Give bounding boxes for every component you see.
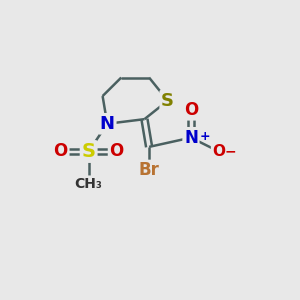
Text: S: S xyxy=(161,92,174,110)
Text: O: O xyxy=(184,101,198,119)
Text: CH₃: CH₃ xyxy=(75,177,103,191)
Text: N: N xyxy=(100,115,115,133)
Text: O: O xyxy=(110,142,124,160)
Text: S: S xyxy=(82,142,96,161)
Text: Br: Br xyxy=(139,161,160,179)
Text: −: − xyxy=(225,145,236,158)
Text: +: + xyxy=(200,130,211,143)
Text: O: O xyxy=(54,142,68,160)
Text: O: O xyxy=(212,144,225,159)
Text: N: N xyxy=(184,129,198,147)
